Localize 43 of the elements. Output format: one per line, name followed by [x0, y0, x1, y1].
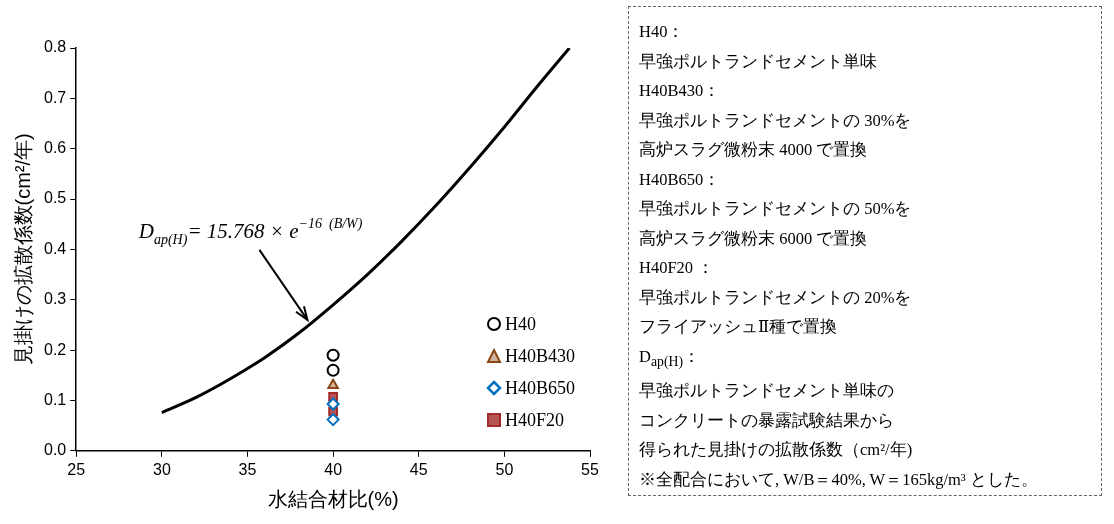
legend-label: H40B430 — [505, 345, 576, 367]
text: 高炉スラグ微粉末 4000 で置換 — [639, 139, 869, 161]
point — [326, 363, 340, 377]
x-tick-label: 25 — [67, 460, 86, 478]
point — [326, 397, 340, 411]
y-tick-label: 0.5 — [43, 189, 67, 207]
text: 早強ポルトランドセメントの 20%を — [639, 286, 913, 309]
x-tick-label: 35 — [238, 460, 257, 478]
text: 早強ポルトランドセメント単味の — [639, 380, 895, 403]
y-tick-label: 0.4 — [43, 239, 67, 257]
text: ※全配合において, W/B＝40%, W＝165kg/m³ とした。 — [639, 468, 1039, 491]
y-tick-label: 0.8 — [43, 38, 67, 56]
text: コンクリートの暴露試験結果から — [639, 409, 895, 432]
y-tick-label: 0.3 — [43, 290, 67, 308]
point — [326, 348, 340, 362]
point — [326, 413, 340, 427]
y-tick-label: 0.6 — [43, 139, 67, 157]
y-tick-label: 0.2 — [43, 340, 67, 358]
y-tick-label: 0.7 — [43, 88, 67, 106]
text: 得られた見掛けの拡散係数（cm²/年) — [639, 439, 914, 462]
text: H40B650： — [639, 168, 722, 191]
point — [327, 378, 339, 390]
text: 早強ポルトランドセメントの 50%を — [639, 198, 913, 220]
x-tick-label: 40 — [324, 460, 343, 478]
legend-label: H40F20 — [505, 409, 565, 431]
legend-label: H40 — [505, 313, 536, 335]
text: 早強ポルトランドセメントの 30%を — [639, 109, 913, 132]
x-tick-label: 30 — [152, 460, 171, 478]
x-tick-label: 55 — [581, 460, 599, 478]
legend-label: H40B650 — [505, 377, 576, 399]
x-tick-label: 45 — [409, 460, 428, 478]
text: D$_{ap(H)}$： — [639, 345, 701, 371]
y-axis-title: 見掛けの拡散係数(cm²/年) — [11, 133, 34, 366]
text: H40F20 ： — [639, 257, 716, 279]
x-axis-title: 水結合材比(%) — [267, 487, 399, 510]
text: フライアッシュⅡ種で置換 — [639, 316, 839, 338]
y-tick-label: 0.1 — [43, 390, 67, 408]
text: 高炉スラグ微粉末 6000 で置換 — [639, 227, 869, 250]
text: H40B430： — [639, 80, 722, 102]
text: 早強ポルトランドセメント単味 — [639, 50, 878, 73]
x-tick-label: 50 — [495, 460, 514, 478]
text: H40： — [639, 21, 686, 43]
y-tick-label: 0.0 — [43, 441, 67, 459]
